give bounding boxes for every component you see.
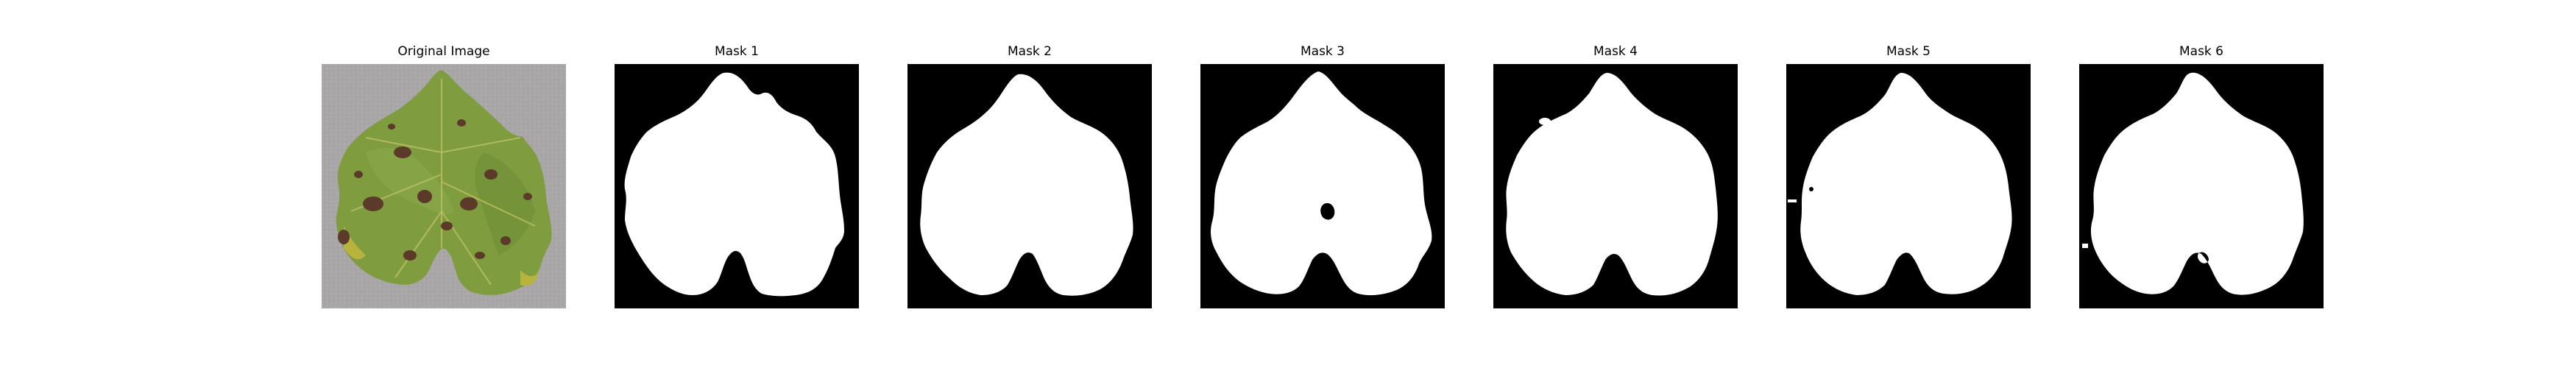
- mask-fragment: [2082, 244, 2088, 248]
- mask-4-image: [1493, 64, 1738, 308]
- leaf-photo-graphic: [322, 64, 566, 308]
- leaf-yellow-edge: [344, 226, 366, 260]
- mask-fragment: [1539, 118, 1551, 125]
- mask-2-image: [907, 64, 1152, 308]
- mask-leaf-region: [624, 72, 844, 297]
- leaf-yellow-edge-right: [520, 270, 539, 286]
- mask-leaf-region: [1211, 71, 1432, 296]
- lesion-spots: [338, 119, 532, 261]
- panel-title: Mask 2: [1007, 44, 1052, 59]
- mask-3-graphic: [1200, 64, 1445, 308]
- mask-leaf-region: [1800, 73, 2012, 295]
- mask-fragment: [1691, 263, 1696, 268]
- mask-leaf-region: [2090, 72, 2304, 295]
- panel-title: Mask 4: [1593, 44, 1638, 59]
- mask-leaf-region: [920, 74, 1133, 296]
- leaf-veins: [350, 79, 536, 286]
- mask-leaf-region: [1506, 73, 1718, 296]
- mask-fragment: [1788, 199, 1797, 202]
- mask-5-image: [1786, 64, 2031, 308]
- mask-1-image: [615, 64, 859, 308]
- mask-4-graphic: [1493, 64, 1738, 308]
- leaf-highlight: [366, 148, 454, 215]
- mask-6-graphic: [2079, 64, 2324, 308]
- mask-1-graphic: [615, 64, 859, 308]
- panel-title: Mask 6: [2179, 44, 2223, 59]
- panel-title: Mask 1: [714, 44, 759, 59]
- mask-2-graphic: [907, 64, 1152, 308]
- original-leaf-photo: [322, 64, 566, 308]
- mask-hole: [1809, 187, 1814, 191]
- panel-title: Mask 3: [1300, 44, 1345, 59]
- panel-title: Mask 5: [1886, 44, 1931, 59]
- mask-6-image: [2079, 64, 2324, 308]
- mask-5-graphic: [1786, 64, 2031, 308]
- mask-3-image: [1200, 64, 1445, 308]
- panel-title: Original Image: [397, 44, 490, 59]
